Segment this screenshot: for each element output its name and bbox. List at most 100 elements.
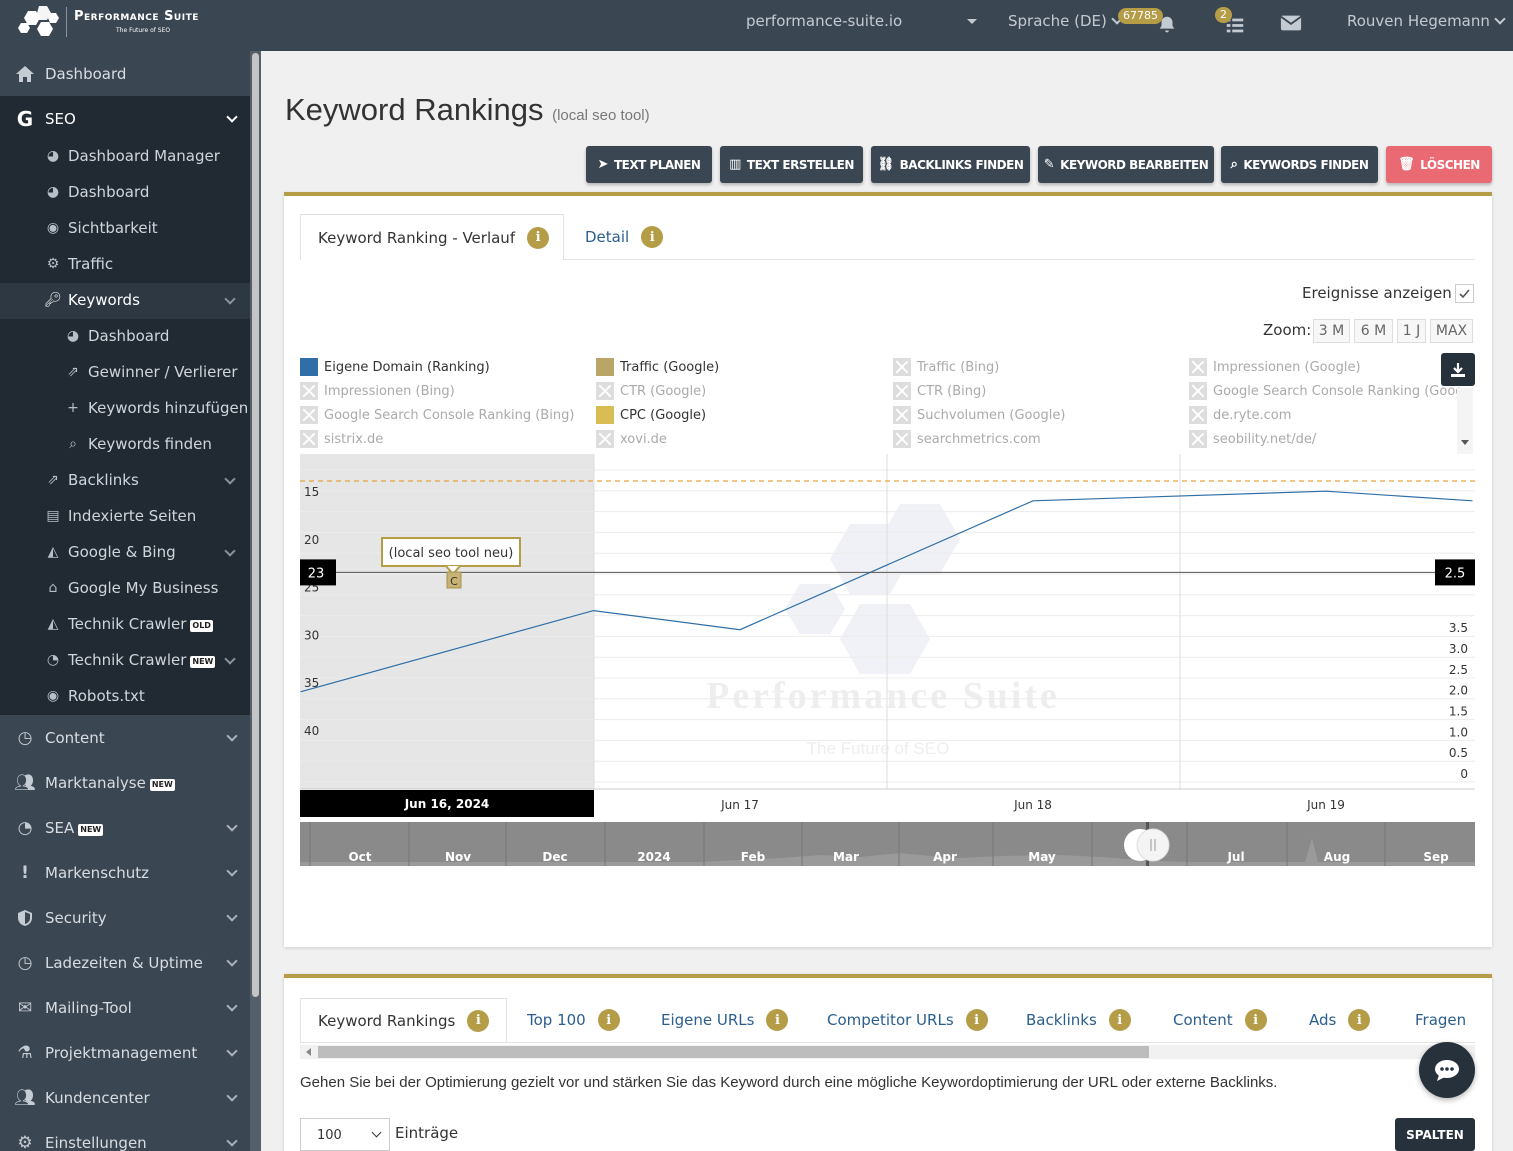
sidebar-item-keywords[interactable]: 🔑︎ Keywords [0, 283, 250, 319]
sidebar-item-ladezeiten[interactable]: ◷ Ladezeiten & Uptime [0, 940, 250, 985]
chevron-down-icon [224, 653, 236, 665]
sidebar-item-keywords-finden[interactable]: ⌕ Keywords finden [0, 427, 250, 463]
sidebar-item-indexierte-seiten[interactable]: ▤ Indexierte Seiten [0, 499, 250, 535]
sidebar-item-google-bing[interactable]: ◭ Google & Bing [0, 535, 250, 571]
sidebar-item-label: Technik Crawler [68, 651, 187, 669]
domain-selector[interactable]: performance-suite.io [746, 12, 977, 30]
sidebar-item-dashboard[interactable]: Dashboard [0, 51, 250, 96]
chevron-down-icon [226, 910, 238, 922]
text-erstellen-button[interactable]: ▥ TEXT ERSTELLEN [720, 146, 863, 183]
logo[interactable]: Performance Suite The Future of SEO [18, 5, 248, 45]
sidebar-item-dashboard-manager[interactable]: ◕ Dashboard Manager [0, 139, 250, 175]
legend-item[interactable]: Impressionen (Google) [1189, 358, 1361, 376]
legend-item[interactable]: seobility.net/de/ [1189, 430, 1316, 448]
right-tick-label: 2.0 [1449, 684, 1468, 698]
events-checkbox[interactable] [1455, 284, 1474, 303]
sidebar-item-sea[interactable]: ◔ SEA NEW [0, 805, 250, 850]
legend-item[interactable]: Suchvolumen (Google) [893, 406, 1065, 424]
sidebar-item-gewinner-verlierer[interactable]: ⇗ Gewinner / Verlierer [0, 355, 250, 391]
notification-bell[interactable] [1150, 10, 1178, 38]
keyword-bearbeiten-button[interactable]: ✎ KEYWORD BEARBEITEN [1038, 146, 1214, 183]
delete-button[interactable]: 🗑︎ LÖSCHEN [1386, 146, 1492, 183]
legend-item[interactable]: Traffic (Google) [596, 358, 719, 376]
backlinks-finden-button[interactable]: ⛓ BACKLINKS FINDEN [871, 146, 1030, 183]
chart-download-button[interactable] [1441, 353, 1475, 386]
bottom-tab[interactable]: Keyword Rankings i [300, 998, 507, 1042]
external-link-icon: ⇗ [67, 364, 79, 380]
navigator-handle-right[interactable] [1136, 828, 1170, 862]
sidebar-item-robots[interactable]: ◉ Robots.txt [0, 679, 250, 715]
bottom-tab-divider [300, 1042, 1475, 1043]
sidebar-item-markenschutz[interactable]: ! Markenschutz [0, 850, 250, 895]
legend-item[interactable]: xovi.de [596, 430, 667, 448]
info-icon: i [1108, 1009, 1131, 1031]
entries-select[interactable]: 100 [300, 1118, 390, 1151]
legend-label: Google Search Console Ranking (Googl [1213, 383, 1460, 399]
bottom-tab[interactable]: Ads i [1309, 998, 1371, 1042]
event-marker[interactable] [446, 571, 462, 589]
zoom-1j-button[interactable]: 1 J [1397, 319, 1426, 343]
sidebar-item-security[interactable]: Security [0, 895, 250, 940]
zoom-3m-button[interactable]: 3 M [1313, 319, 1350, 343]
sidebar-item-kundencenter[interactable]: 👥︎ Kundencenter [0, 1075, 250, 1120]
keywords-finden-button[interactable]: ⌕ KEYWORDS FINDEN [1221, 146, 1378, 183]
sidebar-item-technik-crawler-new[interactable]: ◔ Technik Crawler NEW [0, 643, 250, 679]
chevron-down-icon [224, 545, 236, 557]
sidebar-item-sichtbarkeit[interactable]: ◉ Sichtbarkeit [0, 211, 250, 247]
sidebar-item-projektmanagement[interactable]: ⚗ Projektmanagement [0, 1030, 250, 1075]
tab-keyword-ranking-verlauf[interactable]: Keyword Ranking - Verlauf i [300, 214, 564, 260]
sidebar-item-google-my-business[interactable]: ⌂ Google My Business [0, 571, 250, 607]
tabs-scrollbar[interactable] [300, 1045, 1475, 1059]
legend-item[interactable]: CPC (Google) [596, 406, 706, 424]
legend-item[interactable]: CTR (Bing) [893, 382, 986, 400]
text-planen-button[interactable]: ➤ TEXT PLANEN [586, 146, 712, 183]
columns-button[interactable]: SPALTEN [1395, 1118, 1475, 1151]
sidebar-item-traffic[interactable]: ⚙ Traffic [0, 247, 250, 283]
bottom-tab[interactable]: Competitor URLs i [827, 998, 988, 1042]
chart-navigator[interactable]: Oct Nov Dec 2024 Feb Mar Apr May Jul Aug Sep [300, 822, 1475, 866]
legend-item[interactable]: sistrix.de [300, 430, 383, 448]
messages-button[interactable] [1278, 11, 1304, 35]
sidebar-item-content[interactable]: ◷ Content [0, 715, 250, 760]
chevron-down-icon [226, 1000, 238, 1012]
user-menu[interactable]: Rouven Hegemann [1347, 12, 1506, 30]
language-selector[interactable]: Sprache (DE) [1008, 12, 1123, 30]
zoom-max-button[interactable]: MAX [1430, 319, 1473, 343]
legend-item[interactable]: de.ryte.com [1189, 406, 1291, 424]
tab-detail[interactable]: Detail i [585, 214, 664, 260]
sidebar-item-label-wrap: Marktanalyse NEW [45, 774, 175, 792]
sidebar-item-seo-dashboard[interactable]: ◕ Dashboard [0, 175, 250, 211]
ranking-chart[interactable]: Performance Suite The Future of SEO 15 20… [300, 454, 1475, 819]
gears-icon: ⚙ [46, 256, 60, 272]
bottom-tab[interactable]: Fragen [1415, 998, 1466, 1042]
sidebar-item-keywords-dashboard[interactable]: ◕ Dashboard [0, 319, 250, 355]
sidebar-item-seo[interactable]: G SEO [0, 96, 250, 141]
legend-scrollbar[interactable] [1457, 388, 1473, 454]
bottom-tab[interactable]: Content i [1173, 998, 1267, 1042]
sidebar-item-technik-crawler-old[interactable]: ◭ Technik Crawler OLD [0, 607, 250, 643]
legend-item[interactable]: Google Search Console Ranking (Googl [1189, 382, 1460, 400]
legend-item[interactable]: Google Search Console Ranking (Bing) [300, 406, 574, 424]
sidebar-item-keywords-hinzufuegen[interactable]: + Keywords hinzufügen [0, 391, 250, 427]
zoom-6m-button[interactable]: 6 M [1354, 319, 1393, 343]
legend-item[interactable]: CTR (Google) [596, 382, 706, 400]
bottom-tab[interactable]: Eigene URLs i [661, 998, 789, 1042]
legend-item[interactable]: Impressionen (Bing) [300, 382, 455, 400]
sidebar-scrollbar-thumb[interactable] [252, 53, 259, 997]
sidebar-item-label: Dashboard [68, 183, 150, 201]
bottom-tab[interactable]: Top 100 i [527, 998, 620, 1042]
tab-label: Eigene URLs [661, 1011, 755, 1029]
sidebar-item-marktanalyse[interactable]: 👥︎ Marktanalyse NEW [0, 760, 250, 805]
legend-item[interactable]: Traffic (Bing) [893, 358, 999, 376]
bottom-tab[interactable]: Backlinks i [1026, 998, 1131, 1042]
sidebar-item-label: Keywords [68, 291, 140, 309]
legend-item[interactable]: searchmetrics.com [893, 430, 1041, 448]
legend-item[interactable]: Eigene Domain (Ranking) [300, 358, 490, 376]
sidebar-item-einstellungen[interactable]: ⚙ Einstellungen [0, 1120, 250, 1151]
tabs-scrollbar-thumb[interactable] [318, 1046, 1149, 1058]
sidebar-item-backlinks[interactable]: ⇗ Backlinks [0, 463, 250, 499]
store-icon: ⌂ [48, 580, 58, 596]
shield-icon [14, 908, 36, 928]
chat-button[interactable] [1419, 1042, 1475, 1098]
sidebar-item-mailing-tool[interactable]: ✉ Mailing-Tool [0, 985, 250, 1030]
